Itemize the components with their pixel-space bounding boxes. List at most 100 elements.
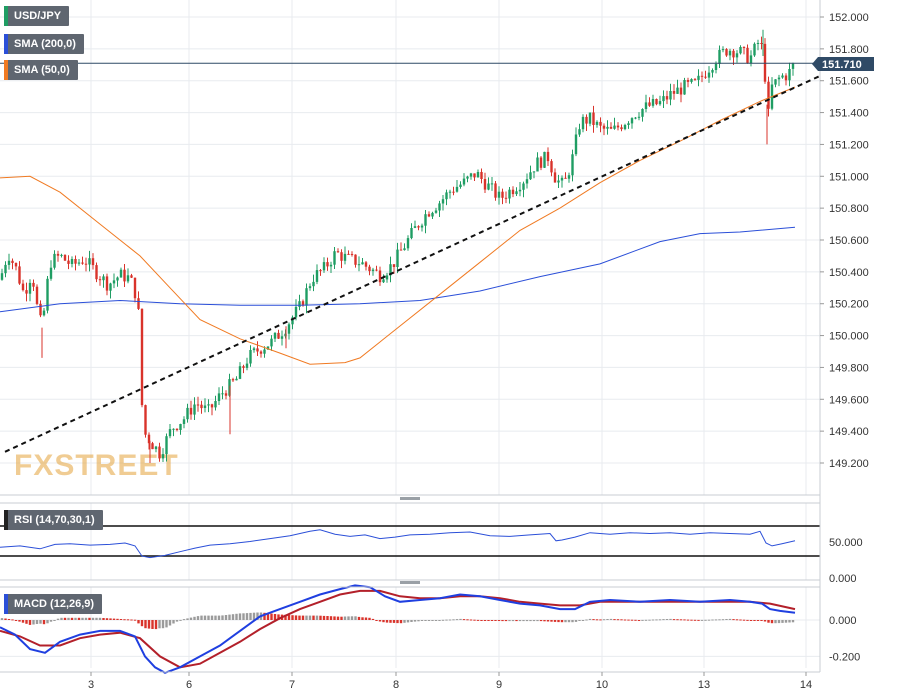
candle-body [294,306,298,318]
candle-body [543,151,546,168]
price-y-tick-label: 151.400 [829,108,869,120]
macd-histogram-bar [683,619,686,621]
candle-body [396,249,399,267]
macd-histogram-bar [277,614,280,620]
candle-body [231,379,235,381]
sma50-line [0,86,796,365]
candle-body [361,262,364,265]
macd-histogram-bar [686,619,690,621]
macd-histogram-bar [550,620,553,622]
candle-body [641,109,644,117]
macd-histogram-bar [609,618,613,620]
candle-body [438,203,441,211]
candle-body [480,172,483,179]
macd-histogram-bar [91,617,95,620]
macd-histogram-bar [739,619,742,621]
candle-body [630,118,634,124]
macd-histogram-bar [707,619,711,621]
macd-histogram-bar [242,613,245,620]
macd-histogram-bar [189,617,193,620]
candle-body [130,275,133,278]
candle-body [760,43,763,44]
candle-body [175,428,179,430]
candle-body [32,282,35,287]
candle-body [697,75,700,80]
rsi-label[interactable]: RSI (14,70,30,1) [4,510,103,530]
candle-body [224,393,228,396]
macd-histogram-bar [67,617,70,620]
candle-body [350,254,354,255]
x-tick-label: 7 [289,679,295,691]
candle-body [515,191,518,195]
macd-histogram-bar [627,619,630,621]
candle-body [487,183,490,190]
candle-body [357,264,361,266]
macd-histogram-bar [490,620,494,621]
candle-body [714,63,718,70]
macd-histogram-bar [74,617,77,620]
macd-histogram-bar [637,620,641,621]
candle-body [182,419,186,424]
macd-histogram-bar [581,620,585,621]
macd-label[interactable]: MACD (12,26,9) [4,594,103,614]
candle-body [123,269,126,282]
macd-histogram-bar [238,613,242,620]
overlays [0,62,821,453]
candle-body [21,283,25,291]
candle-body [368,266,371,272]
candle-body [392,264,396,267]
candle-body [466,176,469,179]
candle-body [35,286,39,304]
candle-body [672,91,676,94]
macd-histogram-bar [375,620,378,621]
macd-histogram-bar [249,612,252,620]
macd-histogram-bar [207,615,210,620]
candle-body [137,298,140,309]
macd-histogram-bar [46,620,49,624]
price-tag: 151.710 [812,57,874,71]
candle-body [84,263,88,265]
sma200-label[interactable]: SMA (200,0) [4,34,84,54]
candle-body [389,264,392,276]
candle-body [186,407,189,420]
candle-body [287,324,291,334]
macd-histogram-bar [252,612,256,620]
macd-histogram-bar [760,620,763,621]
macd-histogram-bar [781,620,784,623]
price-y-tick-label: 149.800 [829,362,869,374]
macd-histogram-bar [413,620,417,622]
macd-histogram-bar [560,620,564,623]
macd-histogram-bar [669,618,672,620]
candle-body [469,173,473,177]
symbol-label[interactable]: USD/JPY [4,6,70,26]
candle-body [749,55,753,63]
macd-histogram-bar [294,615,298,620]
candle-body [578,129,581,135]
macd-histogram-bar [81,617,84,620]
candle-body [595,121,599,125]
candle-body [308,286,312,289]
macd-histogram-bar [620,619,623,621]
sma50-label[interactable]: SMA (50,0) [4,60,78,80]
candle-body [329,264,333,267]
candle-body [550,161,553,173]
candle-body [634,117,637,119]
candle-body [609,126,613,129]
macd-histogram-bar [522,620,525,622]
candle-body [63,254,67,261]
macd-histogram-bar [231,614,235,620]
candle-body [683,80,686,95]
macd-histogram-bar [112,618,116,620]
candle-body [658,101,662,105]
macd-histogram-bar [354,616,357,620]
candle-body [315,270,319,282]
macd-histogram-bar [438,620,441,621]
macd-histogram-bar [196,616,200,620]
fxstreet-watermark: FXSTREET [14,449,179,482]
macd-histogram-bar [728,618,732,620]
candle-body [326,262,329,267]
macd-histogram-bar [592,619,595,621]
candle-body [669,91,672,100]
macd-histogram-bar [371,618,375,620]
